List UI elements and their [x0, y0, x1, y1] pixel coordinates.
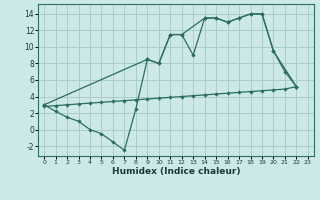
X-axis label: Humidex (Indice chaleur): Humidex (Indice chaleur): [112, 167, 240, 176]
